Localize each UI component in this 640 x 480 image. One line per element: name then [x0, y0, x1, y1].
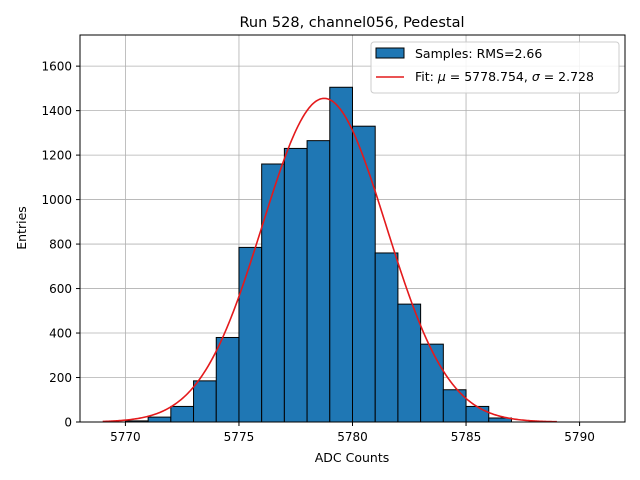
histogram-bar — [397, 303, 422, 423]
histogram-bar — [193, 380, 217, 423]
histogram-bars — [124, 86, 512, 423]
y-tick-label: 1200 — [41, 149, 72, 163]
x-axis-ticks: 5770 5775 5780 5785 5790 — [110, 422, 595, 444]
y-axis-ticks: 0 200 400 600 800 1000 1200 1400 1600 — [41, 60, 80, 430]
legend-box — [370, 41, 620, 94]
y-tick-label: 600 — [49, 282, 72, 296]
histogram-bar — [374, 252, 399, 423]
x-tick-label: 5785 — [451, 430, 482, 444]
histogram-bar — [329, 86, 353, 423]
histogram-bar — [147, 416, 172, 423]
gaussian-fit-curve — [102, 97, 557, 423]
y-tick-label: 1600 — [41, 60, 72, 74]
fit-curve-layer — [102, 97, 557, 423]
plot-frame — [79, 34, 626, 423]
chart-title: Run 528, channel056, Pedestal — [239, 15, 464, 31]
x-tick-label: 5790 — [564, 430, 595, 444]
legend-histogram-swatch — [375, 47, 405, 59]
y-tick-label: 1400 — [41, 104, 72, 118]
histogram-bar — [352, 125, 376, 423]
legend: Samples: RMS=2.66 Fit: μ = 5778.754, σ =… — [370, 41, 620, 94]
histogram-bar — [238, 246, 263, 423]
x-tick-label: 5775 — [224, 430, 255, 444]
y-tick-label: 800 — [49, 238, 72, 252]
y-tick-label: 400 — [49, 327, 72, 341]
y-axis-label: Entries — [14, 206, 29, 250]
histogram-bar — [420, 343, 444, 423]
y-tick-label: 0 — [64, 416, 72, 430]
histogram-bar — [215, 336, 240, 423]
histogram-bar — [261, 163, 285, 423]
x-axis-label: ADC Counts — [315, 450, 390, 465]
histogram-bar — [283, 147, 308, 423]
y-tick-label: 1000 — [41, 193, 72, 207]
legend-fit-label: Fit: μ = 5778.754, σ = 2.728 — [415, 69, 594, 84]
histogram-bar — [306, 140, 331, 423]
histogram-bar — [465, 405, 490, 423]
legend-histogram-label: Samples: RMS=2.66 — [415, 46, 542, 61]
x-tick-label: 5780 — [337, 430, 368, 444]
x-tick-label: 5770 — [110, 430, 141, 444]
histogram-bar — [170, 405, 195, 423]
y-tick-label: 200 — [49, 371, 72, 385]
